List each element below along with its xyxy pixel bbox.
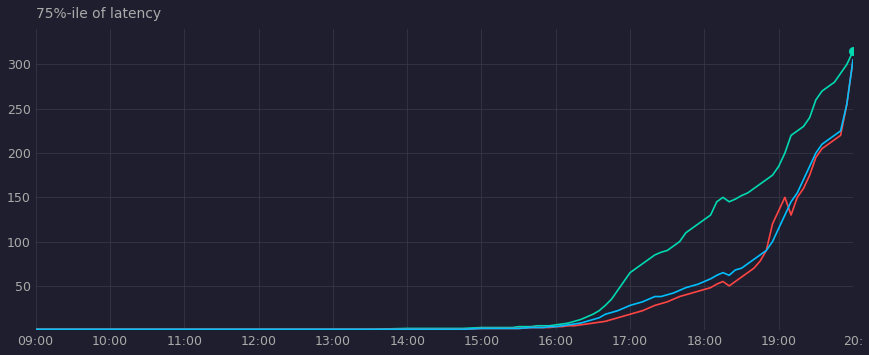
Point [845, 48, 859, 54]
Text: 75%-ile of latency: 75%-ile of latency [36, 7, 161, 21]
